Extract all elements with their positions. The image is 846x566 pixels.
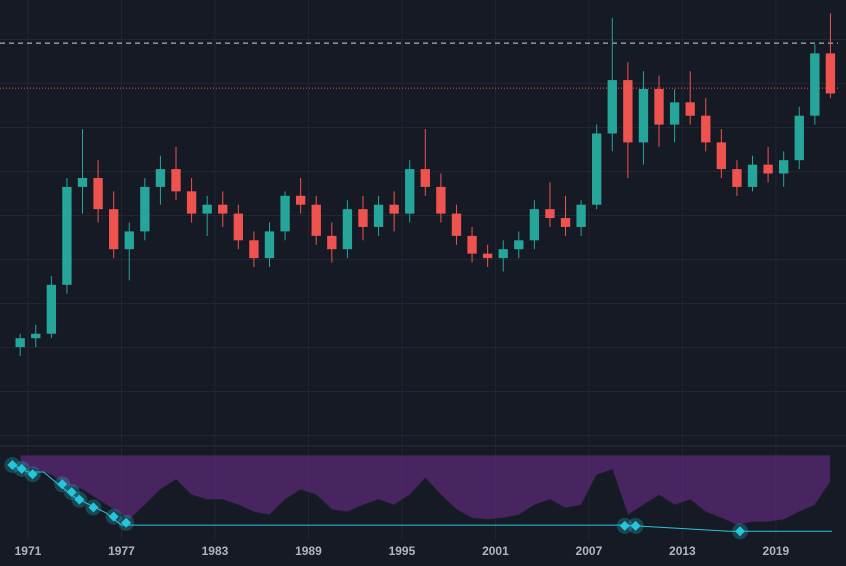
candle-body xyxy=(669,102,680,125)
x-tick-label: 2019 xyxy=(763,544,790,558)
x-tick-label: 2001 xyxy=(482,544,509,558)
x-tick-label: 1977 xyxy=(108,544,135,558)
candle-body xyxy=(202,204,212,214)
candle-body xyxy=(810,53,820,116)
marker xyxy=(108,511,119,522)
candle-body xyxy=(498,249,508,259)
candle-body xyxy=(358,209,368,227)
candle-body xyxy=(623,80,633,143)
grid-background xyxy=(0,0,846,445)
candle-body xyxy=(218,204,228,214)
candle-body xyxy=(451,213,462,236)
candle-body xyxy=(747,164,758,187)
candle-body xyxy=(482,253,493,259)
candle-body xyxy=(420,169,430,187)
candle-body xyxy=(529,209,540,241)
candle-body xyxy=(311,204,321,236)
candle-body xyxy=(389,204,399,214)
candle-body xyxy=(327,235,337,250)
candle-body xyxy=(794,115,804,161)
x-tick-label: 1983 xyxy=(202,544,229,558)
marker xyxy=(57,479,68,490)
candle-body xyxy=(779,160,789,174)
candle-body xyxy=(576,204,586,227)
marker xyxy=(74,494,85,505)
marker xyxy=(735,526,746,537)
candle-body xyxy=(701,115,711,143)
candle-body xyxy=(607,80,617,134)
marker xyxy=(16,463,27,474)
marker xyxy=(121,517,132,528)
indicator-line xyxy=(12,464,832,532)
x-tick-label: 1971 xyxy=(15,544,42,558)
candle-body xyxy=(825,53,836,94)
candle-body xyxy=(342,209,353,250)
indicator-area xyxy=(19,454,831,526)
candle-body xyxy=(109,209,119,250)
marker xyxy=(619,520,630,531)
marker xyxy=(27,469,38,480)
candle-body xyxy=(467,235,477,254)
candle-body xyxy=(233,213,244,241)
candle-body xyxy=(685,102,695,116)
candle-body xyxy=(654,89,664,125)
candle-body xyxy=(93,178,103,210)
candle-body xyxy=(638,89,649,143)
candle-body xyxy=(545,209,555,219)
candle-body xyxy=(15,338,25,348)
candle-body xyxy=(560,218,571,227)
candle-body xyxy=(280,195,290,232)
candle-body xyxy=(171,169,181,192)
candle-body xyxy=(140,186,150,232)
marker xyxy=(7,460,18,471)
candle-body xyxy=(405,169,415,214)
candle-body xyxy=(436,186,446,214)
candle-body xyxy=(124,231,134,250)
candle-body xyxy=(249,240,259,259)
candle-body xyxy=(732,169,742,187)
marker xyxy=(88,502,99,513)
marker xyxy=(66,486,77,497)
candle-body xyxy=(31,333,41,339)
candle-body xyxy=(46,284,57,334)
x-tick-label: 2007 xyxy=(576,544,603,558)
candle-body xyxy=(373,204,384,227)
candle-body xyxy=(716,142,727,170)
candle-body xyxy=(514,240,524,250)
candle-body xyxy=(77,178,88,187)
candle-body xyxy=(295,195,306,205)
candle-body xyxy=(763,164,773,174)
candle-body xyxy=(592,133,602,205)
candle-body xyxy=(264,231,275,259)
x-tick-label: 2013 xyxy=(669,544,696,558)
candle-body xyxy=(186,191,197,214)
candle-body xyxy=(62,186,72,285)
candle-body xyxy=(155,169,166,187)
marker xyxy=(630,520,641,531)
x-tick-label: 1995 xyxy=(389,544,416,558)
x-tick-label: 1989 xyxy=(295,544,322,558)
